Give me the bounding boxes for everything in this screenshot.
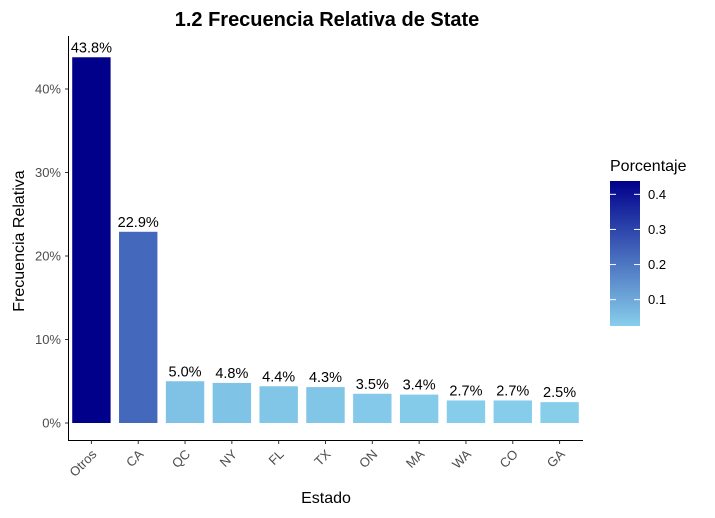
bar-ma [399, 394, 439, 423]
y-tick-label: 20% [35, 249, 61, 264]
x-ticks-group: Otros CA QC NY FL TX ON MA WA CO GA [66, 440, 568, 480]
x-tick-label: TX [311, 446, 334, 469]
bar-wa [446, 400, 486, 423]
x-tick-label: MA [403, 446, 428, 471]
data-label-co: 2.7% [496, 383, 529, 399]
data-label-ny: 4.8% [215, 366, 248, 382]
legend-label: 0.4 [648, 187, 666, 202]
data-label-ca: 22.9% [118, 215, 159, 231]
data-label-fl: 4.4% [262, 369, 295, 385]
legend-label: 0.3 [648, 222, 666, 237]
x-tick-label: CO [496, 447, 520, 471]
data-label-ma: 3.4% [403, 378, 436, 394]
data-label-on: 3.5% [356, 377, 389, 393]
data-label-qc: 5.0% [169, 364, 202, 380]
bar-ny [212, 382, 252, 423]
data-label-tx: 4.3% [309, 370, 342, 386]
y-ticks-group: 0% 10% 20% 30% 40% [35, 82, 68, 431]
legend-label: 0.2 [648, 257, 666, 272]
legend-title: Porcentaje [610, 158, 687, 175]
data-label-otros: 43.8% [71, 40, 112, 56]
bar-co [493, 400, 532, 423]
y-tick-label: 30% [35, 165, 61, 180]
bar-on [353, 393, 392, 423]
legend: Porcentaje 0.1 0.2 0.3 0.4 [610, 158, 687, 326]
x-tick-label: QC [169, 447, 193, 471]
x-tick-label: NY [217, 446, 241, 470]
chart-title: 1.2 Frecuencia Relativa de State [175, 9, 480, 31]
x-axis-title: Estado [301, 490, 351, 507]
legend-ticks-group: 0.1 0.2 0.3 0.4 [610, 187, 666, 307]
bars-group [72, 57, 579, 424]
bar-otros [72, 57, 111, 424]
y-axis-title: Frecuencia Relativa [11, 170, 28, 312]
x-tick-label: CA [123, 446, 147, 470]
x-tick-label: GA [544, 446, 568, 470]
bar-fl [259, 386, 298, 423]
bar-qc [165, 381, 205, 423]
x-tick-label: WA [449, 446, 474, 471]
data-label-wa: 2.7% [449, 383, 482, 399]
data-labels-group: 43.8% 22.9% 5.0% 4.8% 4.4% 4.3% 3.5% 3.4% 2.7% 2.… [71, 40, 576, 401]
bar-tx [306, 387, 345, 423]
x-tick-label: FL [265, 447, 286, 468]
x-tick-label: Otros [66, 446, 99, 479]
legend-label: 0.1 [648, 292, 666, 307]
y-tick-label: 10% [35, 332, 61, 347]
y-tick-label: 40% [35, 82, 61, 97]
y-tick-label: 0% [42, 416, 61, 431]
x-tick-label: ON [356, 447, 380, 471]
legend-colorbar [610, 181, 640, 326]
bar-ca [119, 231, 158, 423]
bar-ga [540, 402, 579, 424]
data-label-ga: 2.5% [543, 385, 576, 401]
